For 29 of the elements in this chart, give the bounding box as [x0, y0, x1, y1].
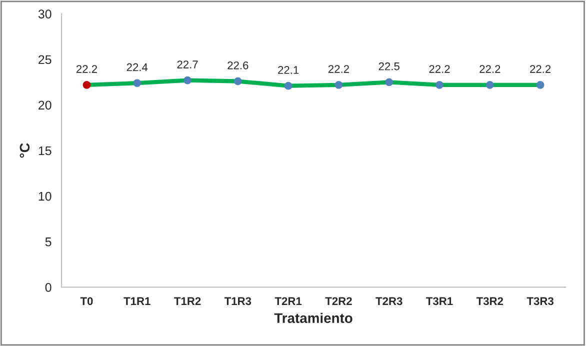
- x-tick-label: T2R1: [274, 297, 302, 305]
- data-label: 22.5: [378, 62, 400, 70]
- x-axis-title: Tratamiento: [274, 312, 352, 324]
- y-tick-label: 25: [38, 55, 52, 64]
- y-tick-label: 20: [38, 100, 52, 110]
- x-tick-label: T0: [80, 297, 93, 306]
- y-tick-label: 30: [38, 10, 52, 18]
- data-label: 22.2: [480, 65, 500, 73]
- x-tick-label: T2R2: [325, 297, 352, 305]
- y-tick-label: 0: [45, 282, 52, 292]
- y-tick-label: 5: [45, 238, 52, 246]
- data-label: 22.1: [278, 66, 299, 74]
- data-label: 22.4: [126, 63, 148, 72]
- y-tick-label: 15: [38, 146, 52, 156]
- data-label: 22.2: [328, 65, 349, 73]
- data-label: 22.7: [177, 60, 198, 68]
- x-tick-label: T1R1: [124, 297, 150, 305]
- x-tick-label: T1R3: [224, 297, 252, 306]
- x-tick-label: T1R2: [174, 297, 201, 305]
- data-label: 22.2: [76, 65, 97, 73]
- data-label: 22.6: [228, 61, 248, 70]
- y-tick-label: 10: [38, 192, 52, 201]
- x-tick-label: T3R2: [476, 297, 504, 306]
- x-tick-label: T2R3: [376, 297, 402, 306]
- data-label: 22.2: [530, 65, 551, 73]
- y-axis-title: °C: [20, 143, 30, 158]
- x-tick-label: T3R3: [526, 297, 554, 306]
- x-tick-label: T3R1: [426, 297, 453, 306]
- data-label: 22.2: [429, 65, 450, 73]
